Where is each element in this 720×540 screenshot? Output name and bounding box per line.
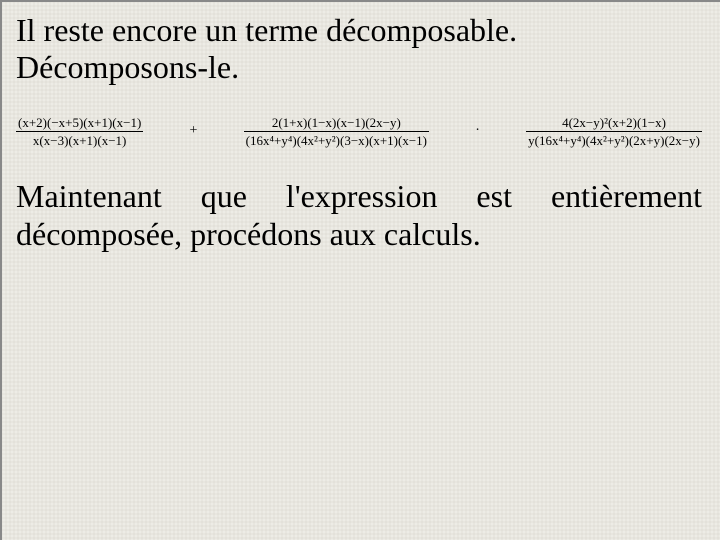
fraction-1-denominator: x(x−3)(x+1)(x−1) <box>31 132 128 149</box>
fraction-2: 2(1+x)(1−x)(x−1)(2x−y) (16x⁴+y⁴)(4x²+y²)… <box>244 114 429 149</box>
fraction-2-numerator: 2(1+x)(1−x)(x−1)(2x−y) <box>270 114 403 131</box>
fraction-1: (x+2)(−x+5)(x+1)(x−1) x(x−3)(x+1)(x−1) <box>16 114 143 149</box>
fraction-3-denominator: y(16x⁴+y⁴)(4x²+y²)(2x+y)(2x−y) <box>526 132 702 149</box>
fraction-1-numerator: (x+2)(−x+5)(x+1)(x−1) <box>16 114 143 131</box>
operator-plus: + <box>188 124 200 138</box>
conclusion-paragraph: Maintenant que l'expression est entièrem… <box>16 177 702 254</box>
fraction-2-denominator: (16x⁴+y⁴)(4x²+y²)(3−x)(x+1)(x−1) <box>244 132 429 149</box>
math-expression: (x+2)(−x+5)(x+1)(x−1) x(x−3)(x+1)(x−1) +… <box>16 114 702 149</box>
fraction-3-numerator: 4(2x−y)²(x+2)(1−x) <box>560 114 668 131</box>
intro-paragraph: Il reste encore un terme décomposable. D… <box>16 12 702 86</box>
operator-dot: · <box>473 124 482 138</box>
fraction-3: 4(2x−y)²(x+2)(1−x) y(16x⁴+y⁴)(4x²+y²)(2x… <box>526 114 702 149</box>
